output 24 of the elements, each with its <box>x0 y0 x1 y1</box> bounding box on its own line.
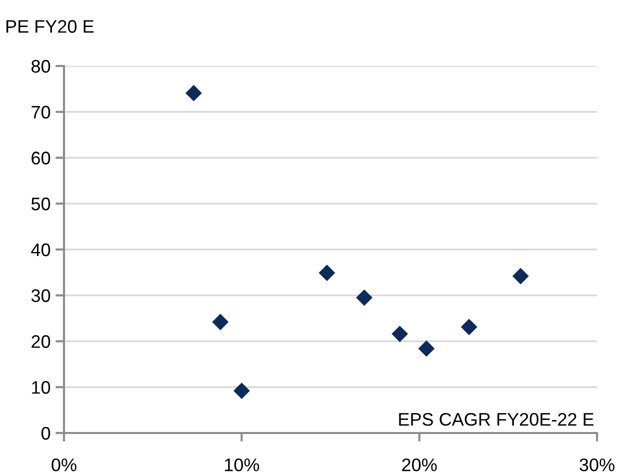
y-tick-label: 20 <box>32 335 50 348</box>
y-tick-label: 10 <box>32 381 50 394</box>
point <box>233 382 250 400</box>
y-tick-label: 70 <box>32 106 50 119</box>
y-tick-label: 50 <box>31 198 50 210</box>
point <box>418 340 435 357</box>
x-tick-label: 20% <box>402 458 437 472</box>
y-axis-title: PE FY20 E <box>6 20 94 33</box>
point <box>392 326 408 342</box>
point <box>512 268 529 284</box>
x-tick-label: 0% <box>52 458 76 472</box>
y-tick-label: 80 <box>32 60 50 73</box>
point <box>212 314 229 330</box>
point <box>356 289 372 306</box>
point <box>318 264 336 282</box>
y-tick-label: 0 <box>41 426 50 440</box>
x-tick-label: 30% <box>580 458 614 472</box>
y-tick-label: 30 <box>31 289 50 302</box>
point <box>460 318 478 336</box>
point <box>185 84 202 102</box>
x-tick-label: 10% <box>224 458 260 472</box>
y-tick-label: 40 <box>31 243 50 256</box>
x-axis-title: EPS CAGR FY20E-22 E <box>399 412 594 426</box>
y-tick-label: 60 <box>32 152 50 164</box>
